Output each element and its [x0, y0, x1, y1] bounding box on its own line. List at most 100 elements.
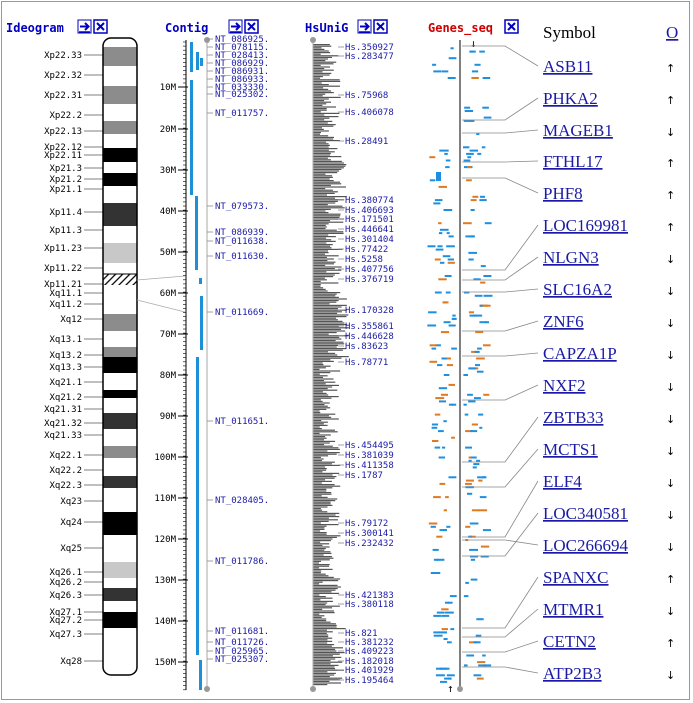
- gene-feature[interactable]: [463, 403, 467, 406]
- ideogram-band[interactable]: [103, 148, 137, 162]
- gene-feature[interactable]: [439, 228, 449, 231]
- gene-feature[interactable]: [439, 149, 444, 152]
- gene-feature[interactable]: [437, 245, 443, 248]
- gene-feature[interactable]: [463, 222, 472, 225]
- ideogram-band[interactable]: [103, 512, 137, 535]
- hsunig-link[interactable]: Hs.182018: [345, 657, 394, 667]
- contig-link[interactable]: NT_011786.: [215, 557, 269, 567]
- contig-link[interactable]: NT_011757.: [215, 109, 269, 119]
- hsunig-link[interactable]: Hs.411358: [345, 461, 394, 471]
- gene-feature[interactable]: [475, 331, 484, 334]
- gene-feature[interactable]: [440, 261, 445, 264]
- gene-feature[interactable]: [478, 664, 487, 667]
- gene-feature[interactable]: [464, 106, 471, 109]
- gene-symbol-link[interactable]: MCTS1: [543, 440, 598, 459]
- hsunig-link[interactable]: Hs.380118: [345, 600, 394, 610]
- ideogram-band[interactable]: [103, 390, 137, 398]
- gene-feature[interactable]: [468, 110, 474, 112]
- gene-feature[interactable]: [479, 195, 485, 198]
- ideogram-band[interactable]: [103, 243, 137, 263]
- hsunig-close-icon[interactable]: [373, 19, 388, 34]
- gene-feature[interactable]: [484, 321, 489, 324]
- gene-feature[interactable]: [444, 275, 452, 277]
- contig-link[interactable]: NT_011638.: [215, 237, 269, 247]
- hsunig-link[interactable]: Hs.446628: [345, 332, 394, 342]
- gene-feature[interactable]: [470, 119, 475, 122]
- hsunig-link[interactable]: Hs.195464: [345, 676, 394, 686]
- gene-feature[interactable]: [438, 430, 444, 433]
- gene-feature[interactable]: [441, 608, 449, 611]
- gene-feature[interactable]: [437, 364, 443, 367]
- contig-link[interactable]: NT_025302.: [215, 90, 269, 100]
- contig-bar[interactable]: [190, 42, 193, 72]
- contig-link[interactable]: NT_078115.: [215, 43, 269, 53]
- gene-feature[interactable]: [427, 324, 437, 327]
- gene-feature[interactable]: [471, 423, 478, 426]
- gene-feature[interactable]: [436, 535, 443, 538]
- ideogram-band[interactable]: [103, 476, 137, 488]
- hsunig-link[interactable]: Hs.28491: [345, 137, 388, 147]
- gene-feature[interactable]: [452, 314, 456, 317]
- gene-feature[interactable]: [479, 304, 488, 307]
- gene-symbol-link[interactable]: LOC266694: [543, 536, 629, 555]
- gene-feature[interactable]: [479, 509, 488, 512]
- gene-feature[interactable]: [429, 344, 437, 347]
- hsunig-link[interactable]: Hs.78771: [345, 358, 388, 368]
- gene-feature[interactable]: [469, 314, 478, 317]
- ideogram-band[interactable]: [103, 299, 137, 314]
- gene-feature[interactable]: [438, 456, 445, 459]
- hsunig-link[interactable]: Hs.821: [345, 629, 378, 639]
- gene-feature[interactable]: [473, 278, 481, 281]
- gene-feature[interactable]: [450, 628, 455, 631]
- ideogram-band[interactable]: [103, 446, 137, 458]
- gene-feature[interactable]: [445, 166, 450, 169]
- gene-feature[interactable]: [479, 426, 483, 429]
- hsunig-move-right-icon[interactable]: [357, 19, 372, 34]
- contig-bar[interactable]: [199, 278, 202, 284]
- contig-link[interactable]: NT_086939.: [215, 228, 269, 238]
- hsunig-link[interactable]: Hs.406078: [345, 108, 394, 118]
- hsunig-link[interactable]: Hs.421383: [345, 591, 394, 601]
- gene-feature[interactable]: [447, 261, 455, 264]
- hsunig-link[interactable]: Hs.77422: [345, 245, 388, 255]
- gene-symbol-link[interactable]: NXF2: [543, 376, 586, 395]
- ideogram-band[interactable]: [103, 134, 137, 148]
- gene-feature[interactable]: [480, 265, 486, 268]
- gene-feature[interactable]: [440, 667, 450, 670]
- ideogram-band[interactable]: [103, 104, 137, 121]
- gene-feature[interactable]: [480, 545, 490, 548]
- gene-feature[interactable]: [468, 258, 474, 261]
- gene-feature[interactable]: [443, 420, 447, 423]
- gene-feature[interactable]: [442, 255, 451, 258]
- ideogram-band[interactable]: [103, 357, 137, 373]
- hsunig-link[interactable]: Hs.232432: [345, 539, 394, 549]
- gene-feature[interactable]: [447, 601, 453, 604]
- gene-feature[interactable]: [470, 558, 476, 561]
- gene-feature[interactable]: [482, 106, 489, 109]
- gene-feature[interactable]: [476, 370, 484, 373]
- gene-feature[interactable]: [445, 159, 451, 162]
- contig-link[interactable]: NT_028413.: [215, 51, 269, 61]
- gene-feature[interactable]: [431, 347, 437, 350]
- gene-feature[interactable]: [443, 509, 447, 512]
- gene-feature[interactable]: [453, 317, 457, 320]
- ideogram-band[interactable]: [103, 263, 137, 274]
- gene-feature[interactable]: [445, 357, 451, 360]
- gene-feature[interactable]: [478, 479, 483, 482]
- ideogram-band[interactable]: [103, 66, 137, 86]
- contig-link[interactable]: NT_011651.: [215, 417, 269, 427]
- contig-link[interactable]: NT_086925.: [215, 35, 269, 45]
- gene-feature[interactable]: [466, 152, 474, 155]
- gene-feature[interactable]: [443, 149, 449, 152]
- gene-feature[interactable]: [473, 463, 480, 466]
- contig-bar[interactable]: [195, 196, 198, 270]
- gene-feature[interactable]: [482, 654, 486, 657]
- contig-bar[interactable]: [199, 660, 202, 690]
- gene-feature[interactable]: [463, 374, 468, 376]
- contig-move-right-icon[interactable]: [228, 19, 243, 34]
- gene-feature[interactable]: [433, 634, 443, 637]
- gene-feature[interactable]: [445, 601, 449, 604]
- gene-feature[interactable]: [479, 321, 487, 324]
- gene-feature[interactable]: [481, 146, 486, 149]
- gene-symbol-link[interactable]: ASB11: [543, 57, 592, 76]
